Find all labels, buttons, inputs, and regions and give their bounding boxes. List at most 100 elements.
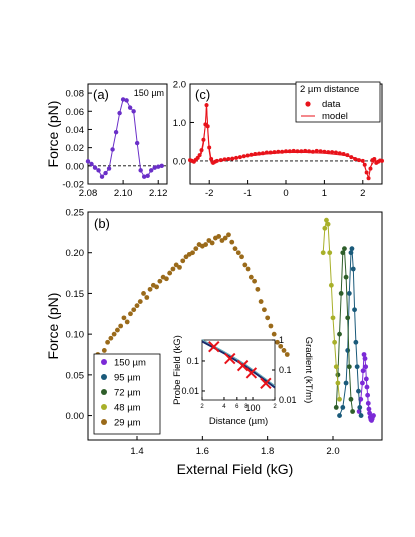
data-point [248, 274, 254, 280]
x-marker-stroke [245, 367, 258, 379]
data-point [237, 155, 242, 160]
data-point [333, 364, 339, 370]
x-tick-label: 1.6 [196, 446, 209, 457]
data-point [357, 405, 363, 410]
data-point [380, 158, 384, 163]
data-point [121, 315, 127, 321]
annotation: 150 µm [134, 88, 164, 98]
data-point [281, 348, 287, 353]
data-point [360, 368, 366, 374]
data-point [111, 331, 117, 337]
data-point [337, 151, 342, 156]
data-point [154, 284, 160, 290]
data-point [322, 225, 328, 231]
y-tick-label: 0.04 [66, 125, 85, 136]
y-tick-label: 1.0 [173, 118, 186, 129]
data-point [105, 339, 110, 345]
y-axis-label: Force (pN) [45, 293, 61, 360]
x-tick-label: 100 [246, 403, 261, 413]
data-point [226, 157, 231, 161]
data-point [206, 238, 212, 243]
data-point [360, 380, 365, 386]
data-point [345, 348, 351, 353]
data-point [152, 165, 157, 170]
data-point [89, 161, 94, 167]
data-point [118, 323, 124, 329]
panel-a: 2.08 2.10 2.12 -0.02 0.00 0.02 0.04 0.06 0.08 (a)… [45, 83, 168, 199]
x-tick-label: -2 [205, 188, 213, 199]
data-point [349, 155, 354, 160]
data-point [138, 168, 143, 173]
data-point [197, 153, 202, 158]
data-point [252, 278, 257, 284]
legend-marker [101, 374, 107, 380]
legend-marker [305, 101, 311, 107]
data-point [268, 323, 274, 329]
data-point [333, 405, 339, 410]
x-tick-label: 2.12 [149, 188, 168, 199]
data-point [226, 232, 231, 238]
legend-label: 95 µm [114, 373, 141, 384]
data-point [368, 166, 373, 171]
y-tick-label: 2.0 [173, 80, 186, 91]
data-point [190, 250, 195, 256]
data-point [303, 148, 308, 153]
x-tick-label: 2.10 [114, 188, 133, 199]
data-point [322, 149, 327, 154]
y-tick-label: 0.15 [66, 289, 85, 300]
x-axis-label: External Field (kG) [177, 461, 294, 477]
data-point [124, 319, 130, 325]
data-point [348, 396, 354, 402]
x-tick-label: 2.0 [326, 446, 339, 457]
data-point [363, 376, 369, 382]
data-point [234, 155, 239, 160]
data-point [354, 364, 360, 370]
data-point [295, 149, 300, 154]
data-point [268, 150, 273, 155]
data-point [335, 380, 341, 386]
data-point [106, 166, 112, 171]
x-tick-label: 2 [273, 404, 277, 410]
data-point [262, 307, 267, 313]
data-point [326, 150, 331, 155]
y-tick-label: 0.08 [66, 89, 85, 100]
data-point [137, 299, 143, 304]
data-point [207, 145, 212, 150]
x-tick-label: 4 [222, 404, 226, 410]
data-point [85, 159, 91, 164]
data-point [167, 270, 173, 276]
y-tick-label: 0.00 [66, 411, 85, 422]
x-tick-label: 2.08 [79, 188, 98, 199]
legend-marker [101, 359, 107, 365]
data-point [372, 157, 377, 161]
data-point [242, 262, 248, 268]
data-point [327, 250, 333, 256]
series-line [339, 248, 362, 416]
data-point [92, 165, 98, 170]
data-point [353, 339, 359, 345]
data-point [271, 331, 277, 337]
model-line [201, 340, 276, 389]
legend-marker [101, 404, 107, 410]
panel-label: (c) [195, 87, 210, 102]
data-point [356, 158, 361, 163]
data-point [108, 335, 114, 341]
y-tick-label: 0.01 [181, 386, 199, 396]
data-point [229, 239, 235, 245]
data-point [214, 158, 219, 163]
data-point [340, 405, 346, 410]
y-tick-label: 0.10 [66, 330, 85, 341]
y-tick-label: 0.00 [66, 161, 85, 172]
series-line [322, 218, 340, 400]
data-point [96, 168, 101, 173]
legend-marker [101, 389, 107, 395]
legend-marker [101, 419, 107, 425]
data-point [348, 250, 354, 256]
gradient-line [201, 339, 276, 387]
data-point [338, 291, 344, 296]
x-tick-label: 1.8 [261, 446, 274, 457]
data-point [205, 124, 210, 129]
data-point [340, 250, 346, 256]
